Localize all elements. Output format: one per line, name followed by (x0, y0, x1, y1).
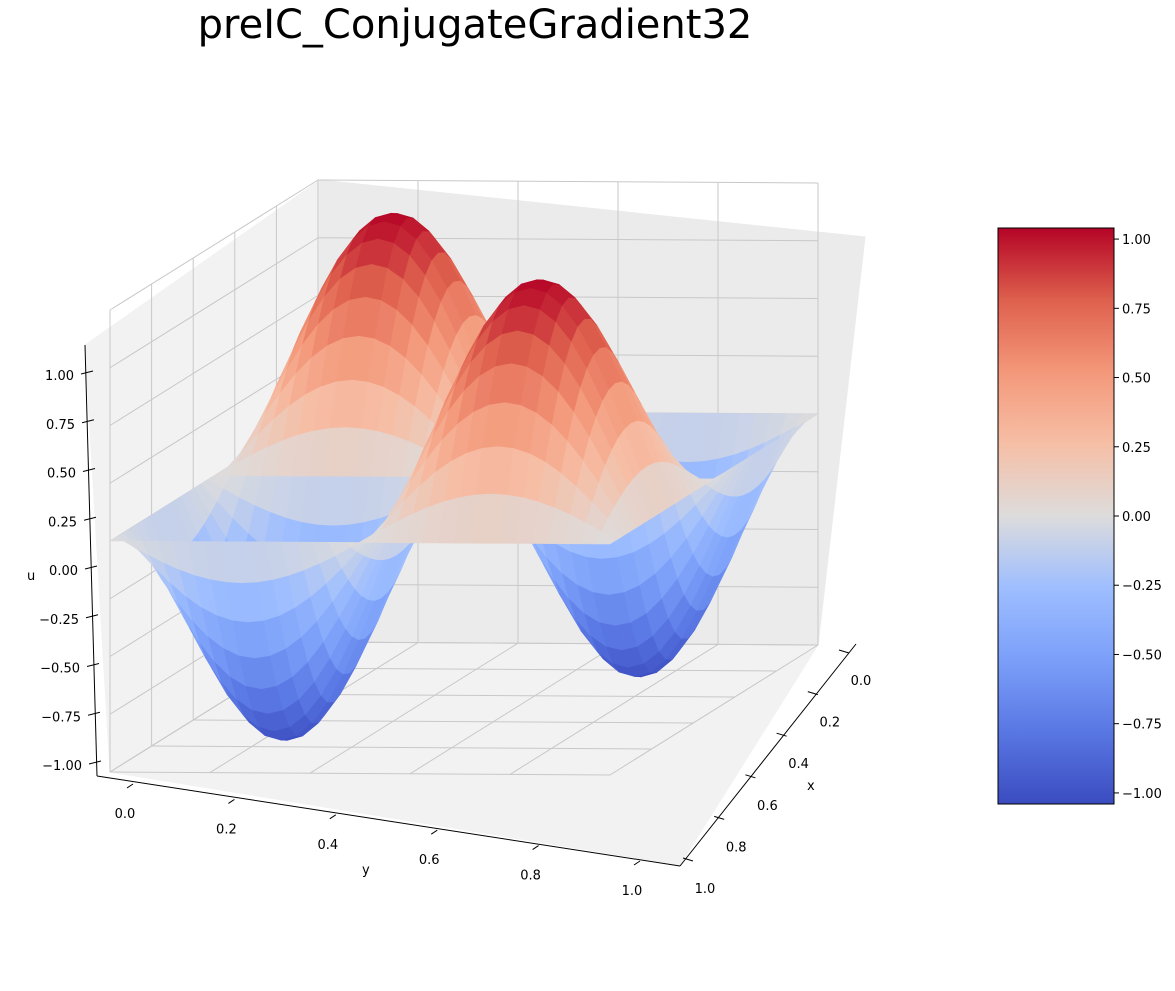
y-tick-mark (126, 783, 134, 789)
y-axis-line (96, 775, 681, 867)
y-tick-mark (532, 845, 539, 851)
y-tick-label: 0.0 (115, 807, 136, 822)
z-tick-label: −0.75 (41, 710, 81, 725)
x-tick-label: 0.2 (819, 716, 840, 731)
axes: 0.0 0.2 0.4 0.6 0.8 1.0 0.0 0.2 0.4 0.6 0.8 1.0 −1.0… (39, 344, 872, 899)
x-axis-line (679, 643, 857, 867)
colorbar-tick-label: −0.75 (1122, 718, 1162, 733)
z-axis-label: u (27, 569, 35, 584)
x-axis-label: x (807, 779, 815, 794)
z-tick-label: −0.50 (40, 662, 80, 677)
surface-patch (108, 536, 133, 547)
z-axis-line (84, 344, 98, 777)
colorbar-ticks: −1.00 −0.75 −0.50 −0.25 0.00 0.25 0.50 0.75 1.00 (1114, 233, 1162, 802)
colorbar-tick-label: 0.00 (1122, 510, 1151, 525)
colorbar-tick-label: −0.50 (1122, 648, 1162, 663)
y-tick-label: 0.4 (317, 838, 338, 853)
x-tick-mark (776, 732, 787, 737)
surface-patch (515, 497, 539, 544)
z-tick-mark (87, 711, 101, 716)
y-tick-label: 0.2 (216, 822, 237, 837)
y-tick-label: 0.6 (419, 853, 440, 868)
x-tick-label: 0.8 (726, 840, 747, 855)
colorbar-tick-label: 0.75 (1122, 302, 1151, 317)
colorbar (997, 227, 1115, 805)
z-tick-label: −0.25 (39, 613, 79, 628)
x-tick-mark (838, 649, 850, 654)
y-tick-mark (633, 860, 641, 866)
x-tick-mark (745, 774, 756, 779)
surface-mesh (108, 212, 820, 741)
colorbar-tick-label: −0.25 (1122, 579, 1162, 594)
x-tick-label: 1.0 (695, 882, 716, 897)
colorbar-tick-label: 0.50 (1122, 372, 1151, 387)
y-tick-mark (228, 798, 235, 804)
z-tick-label: −1.00 (42, 759, 82, 774)
y-tick-label: 1.0 (622, 884, 643, 899)
z-tick-mark (84, 565, 98, 570)
x-tick-mark (682, 857, 694, 862)
colorbar-tick-label: 1.00 (1122, 233, 1151, 248)
z-tick-mark (81, 419, 95, 424)
z-tick-mark (83, 516, 97, 521)
z-tick-label: 0.50 (47, 467, 76, 482)
z-tick-mark (80, 370, 94, 375)
x-tick-label: 0.0 (851, 674, 872, 689)
colorbar-tick-label: 0.25 (1122, 441, 1151, 456)
z-tick-label: 0.75 (46, 418, 75, 433)
z-tick-label: 1.00 (45, 369, 74, 384)
z-tick-mark (88, 760, 102, 765)
z-tick-label: 0.00 (49, 564, 78, 579)
z-tick-mark (82, 468, 96, 472)
z-tick-mark (85, 614, 99, 619)
chart-title: preIC_ConjugateGradient32 (197, 2, 753, 48)
z-tick-mark (86, 663, 100, 667)
y-axis-label: y (362, 863, 370, 878)
x-tick-label: 0.6 (757, 799, 778, 814)
x-tick-label: 0.4 (788, 757, 809, 772)
x-tick-mark (807, 691, 818, 696)
y-tick-mark (430, 829, 438, 835)
colorbar-tick-label: −1.00 (1122, 787, 1162, 802)
x-tick-mark (714, 815, 725, 820)
y-tick-label: 0.8 (520, 869, 541, 884)
z-tick-label: 0.25 (48, 515, 77, 530)
y-tick-mark (329, 814, 337, 820)
